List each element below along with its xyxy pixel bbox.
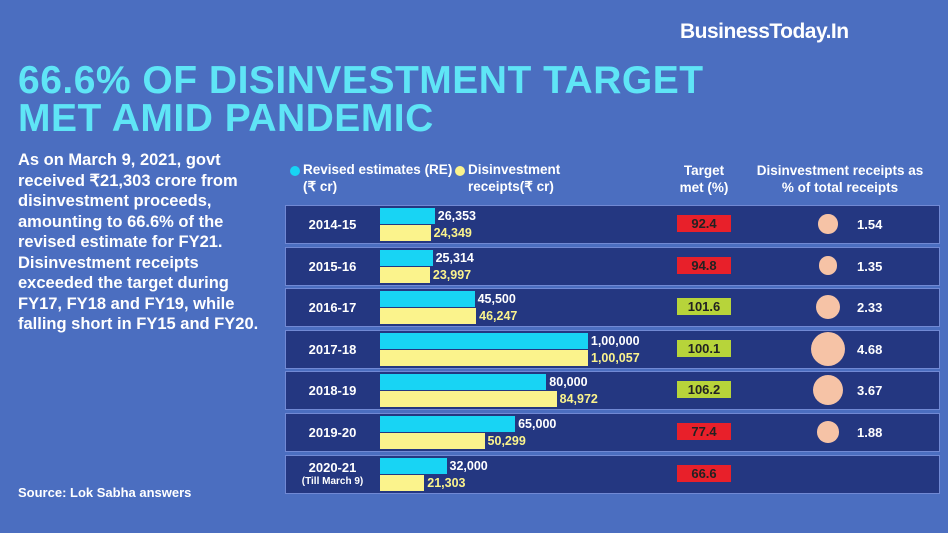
- target-badge: 92.4: [677, 215, 731, 232]
- bar: [380, 225, 431, 241]
- bar: [380, 474, 425, 491]
- target-header: Target met (%): [679, 163, 729, 195]
- bar: [380, 416, 516, 432]
- category-label: 2018-19: [308, 383, 357, 399]
- share-header: Disinvestment receipts as % of total rec…: [756, 163, 924, 195]
- category-label: 2016-17: [308, 300, 357, 316]
- share-label: 3.67: [857, 383, 883, 399]
- value-label: 23,997: [432, 267, 472, 282]
- share-bubble: [816, 295, 840, 320]
- value-label: 45,500: [477, 292, 516, 307]
- target-badge: 101.6: [677, 298, 731, 316]
- legend-label: Revised estimates (RE)(₹ cr): [303, 162, 453, 194]
- category-note: (Till March 9): [301, 475, 364, 487]
- value-label: 50,299: [487, 434, 526, 448]
- category-label: 2020-21: [308, 459, 357, 475]
- share-bubble: [818, 256, 838, 275]
- share-label: 4.68: [857, 341, 883, 357]
- value-label: 65,000: [518, 417, 557, 431]
- bar: [380, 249, 433, 266]
- category-label: 2015-16: [308, 258, 357, 274]
- description: As on March 9, 2021, govt received ₹21,3…: [18, 151, 259, 333]
- bar: [380, 266, 430, 283]
- legend-marker: [290, 166, 300, 176]
- legend-label: Disinvestment receipts(₹ cr): [468, 162, 561, 194]
- value-label: 32,000: [449, 458, 488, 473]
- bar: [380, 208, 435, 224]
- share-label: 2.33: [857, 300, 883, 316]
- share-bubble: [811, 331, 845, 366]
- category-label: 2019-20: [308, 425, 357, 440]
- bar: [380, 308, 477, 325]
- source: Source: Lok Sabha answers: [18, 485, 192, 500]
- value-label: 84,972: [559, 392, 598, 407]
- value-label: 24,349: [433, 226, 472, 240]
- share-bubble: [818, 214, 838, 234]
- value-label: 80,000: [549, 375, 588, 390]
- value-label: 26,353: [437, 209, 477, 223]
- share-label: 1.88: [857, 425, 883, 440]
- share-bubble: [817, 421, 839, 443]
- target-badge: 66.6: [677, 464, 731, 482]
- target-badge: 77.4: [677, 423, 731, 440]
- category-label: 2017-18: [308, 341, 357, 357]
- value-label: 1,00,057: [591, 350, 640, 365]
- value-label: 25,314: [435, 250, 474, 265]
- share-bubble: [812, 375, 844, 406]
- value-label: 46,247: [479, 309, 518, 324]
- bar: [380, 349, 588, 366]
- category-label: 2014-15: [308, 217, 357, 232]
- bar: [380, 374, 547, 391]
- share-label: 1.54: [857, 217, 883, 232]
- share-label: 1.35: [857, 258, 883, 274]
- brand: BusinessToday.In: [680, 20, 849, 43]
- bar: [380, 291, 475, 308]
- bar: [380, 433, 485, 449]
- target-badge: 106.2: [677, 381, 731, 399]
- value-label: 21,303: [427, 475, 466, 490]
- target-badge: 94.8: [677, 256, 731, 274]
- bar: [380, 332, 588, 349]
- chart-title: 66.6% OF DISINVESTMENT TARGET MET AMID P…: [18, 59, 704, 140]
- value-label: 1,00,000: [590, 333, 640, 348]
- bar: [380, 391, 557, 408]
- bar: [380, 457, 447, 474]
- legend-marker: [455, 166, 465, 176]
- target-badge: 100.1: [677, 339, 731, 357]
